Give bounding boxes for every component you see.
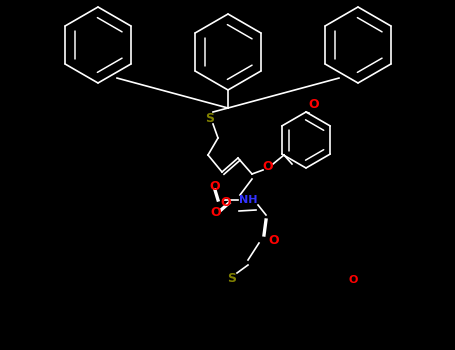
Text: O: O <box>269 233 279 246</box>
Text: O: O <box>308 98 319 112</box>
Text: O: O <box>221 196 231 210</box>
Text: NH: NH <box>239 195 257 205</box>
Text: O: O <box>210 181 220 194</box>
Text: O: O <box>263 161 273 174</box>
Text: S: S <box>228 272 237 285</box>
Text: S: S <box>206 112 214 125</box>
Text: O: O <box>211 206 221 219</box>
Text: O: O <box>349 275 358 285</box>
